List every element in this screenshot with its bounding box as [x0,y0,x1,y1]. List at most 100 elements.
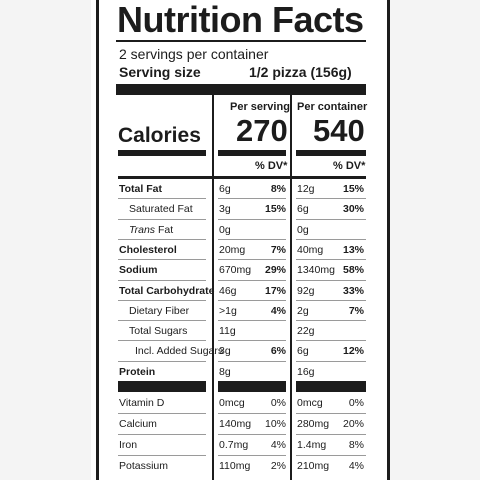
container-dv: 30% [342,203,364,216]
row-divider [296,434,366,435]
nutrient-name: Protein [119,365,156,378]
nutrient-row: Trans Fat 0g 0g [0,220,480,240]
row-divider [218,413,286,414]
serving-dv: 4% [270,439,286,451]
nutrition-facts-panel [96,0,390,480]
serving-amount: 110mg [219,460,251,472]
container-amount: 92g [297,284,315,297]
nutrient-row: Cholesterol 20mg 7% 40mg 13% [0,240,480,260]
nutrient-name: Sodium [119,264,158,277]
container-amount: 6g [297,203,309,216]
vitamin-row: Potassium 110mg 2% 210mg 4% [0,456,480,476]
row-divider [296,413,366,414]
nutrient-row: Incl. Added Sugars 3g 6% 6g 12% [0,341,480,361]
calories-label: Calories [118,124,201,147]
row-divider [218,279,286,281]
nutrient-name: Total Fat [119,183,162,195]
serving-amount: 3g [219,203,231,216]
container-amount: 6g [297,345,309,358]
row-divider [296,259,366,261]
serving-amount: 0g [219,223,231,236]
container-dv: 58% [342,264,364,277]
thick-divider-bottom-left [118,381,206,392]
row-divider [296,299,366,301]
serving-size-label: Serving size [119,64,201,80]
vitamin-row: Calcium 140mg 10% 280mg 20% [0,414,480,434]
nutrient-row: Dietary Fiber >1g 4% 2g 7% [0,301,480,321]
servings-per-container: 2 servings per container [119,46,269,62]
column-divider-container [290,95,292,480]
container-amount: 22g [297,325,315,338]
nutrient-row: Total Carbohydrate 46g 17% 92g 33% [0,281,480,301]
row-divider [218,434,286,435]
serving-dv: 17% [264,284,286,297]
serving-amount: 46g [219,284,237,297]
vitamin-row: Iron 0.7mg 4% 1.4mg 8% [0,435,480,455]
row-divider [296,279,366,281]
nutrient-row: Saturated Fat 3g 15% 6g 30% [0,199,480,219]
row-divider [118,360,206,362]
per-serving-header: Per serving [230,101,290,113]
serving-dv: 29% [264,264,286,277]
calories-per-serving: 270 [236,113,288,148]
nutrient-name: Incl. Added Sugars [135,345,224,358]
vitamin-name: Vitamin D [119,397,165,409]
nutrient-name: Dietary Fiber [129,304,190,317]
container-amount: 1340mg [297,264,335,277]
serving-dv: 2% [270,460,286,472]
title-rule [116,40,366,42]
nutrient-name: Total Sugars [129,325,188,338]
row-divider [296,198,366,200]
row-divider [118,218,206,220]
nutrient-name-rest: Fat [155,223,174,236]
container-amount: 0g [297,223,309,236]
nutrient-row: Total Sugars 11g 22g [0,321,480,341]
container-amount: 210mg [297,460,330,472]
container-amount: 1.4mg [297,439,327,451]
serving-amount: 140mg [219,418,252,430]
serving-amount: 0.7mg [219,439,249,451]
row-divider [218,299,286,301]
row-divider [218,198,286,200]
row-divider [118,434,206,435]
row-divider [118,279,206,281]
vitamin-name: Iron [119,439,138,451]
container-dv: 20% [342,418,364,430]
nutrient-name: Cholesterol [119,243,177,256]
serving-dv: 0% [270,397,286,409]
serving-amount: 11g [219,325,236,338]
column-divider-serving [212,95,214,480]
container-dv: 13% [342,243,364,256]
calories-bar-left [118,150,206,156]
nutrient-row: Total Fat 6g 8% 12g 15% [0,179,480,199]
row-divider [118,413,206,414]
background-right [390,0,480,480]
thick-divider-bottom-serving [218,381,286,392]
container-dv: 8% [348,439,364,451]
container-amount: 16g [297,365,315,378]
row-divider [296,238,366,240]
nutrient-name-prefix: Trans [129,223,156,236]
row-divider [218,218,286,220]
calories-bar-container [296,150,366,156]
serving-size-value: 1/2 pizza (156g) [249,64,352,80]
container-dv: 7% [348,304,364,317]
serving-amount: 20mg [219,243,246,256]
serving-dv: 10% [264,418,286,430]
vitamin-name: Calcium [119,418,157,430]
serving-dv: 15% [264,203,286,216]
nutrient-name: Trans Fat [129,223,173,237]
label-title: Nutrition Facts [117,0,364,40]
container-dv: 4% [348,460,364,472]
container-dv: 15% [342,183,364,195]
serving-amount: 0mcg [219,397,245,409]
row-divider [296,320,366,322]
row-divider [218,238,286,240]
thick-divider-top [116,84,366,95]
dv-header-container: % DV* [333,160,366,172]
container-amount: 0mcg [297,397,323,409]
background-left [0,0,91,480]
row-divider [118,259,206,261]
vitamin-name: Potassium [119,460,169,472]
